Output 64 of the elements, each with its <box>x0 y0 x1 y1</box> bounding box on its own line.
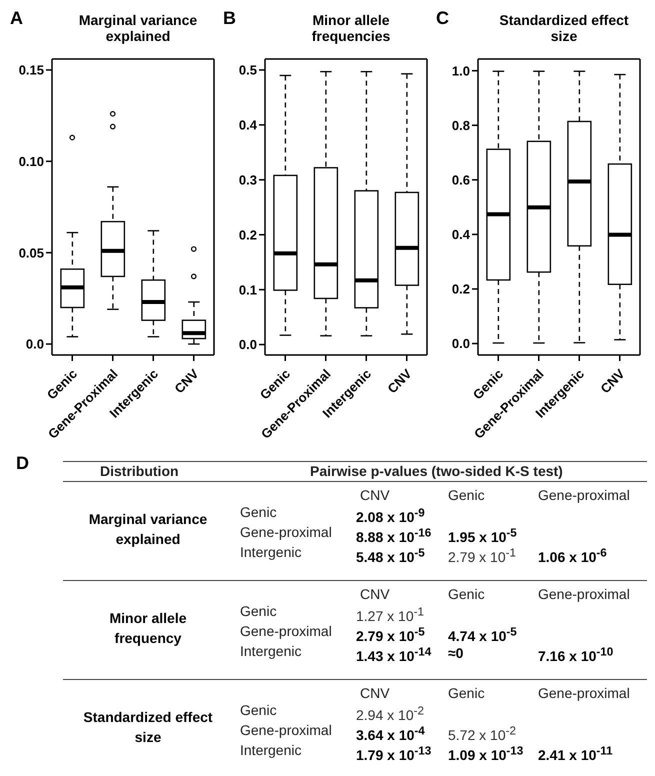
text: Distribution <box>100 463 179 479</box>
chart-title: Marginal variance explained <box>78 12 198 44</box>
y-tick-label: 0.3 <box>238 172 257 188</box>
text: Minor allele frequency <box>108 609 188 648</box>
text: Gene-proximal <box>240 524 332 540</box>
text: 2.94 x 10$^{-2}$ <box>356 704 424 723</box>
text: 4.74 x 10$^{-5}$ <box>448 625 517 644</box>
text: B <box>223 8 236 29</box>
text: 7.16 x 10$^{-10}$ <box>538 645 614 664</box>
text: Genic <box>240 702 277 718</box>
text: 1.95 x 10$^{-5}$ <box>448 526 517 545</box>
text: Gene-proximal <box>240 623 332 639</box>
text: CNV <box>360 586 390 602</box>
text: 5.72 x 10$^{-2}$ <box>448 724 516 743</box>
y-tick-label: 0.8 <box>452 118 470 133</box>
text: Intergenic <box>240 742 302 758</box>
text: CNV <box>360 487 390 503</box>
text: Genic <box>240 504 277 520</box>
text: C <box>436 8 449 29</box>
y-tick-label: 0.5 <box>238 62 257 78</box>
text: 1.27 x 10$^{-1}$ <box>356 605 424 624</box>
text: 5.48 x 10$^{-5}$ <box>356 546 425 565</box>
text: 1.43 x 10$^{-14}$ <box>356 645 432 664</box>
text: 1.06 x 10$^{-6}$ <box>538 546 607 565</box>
text: 1.79 x 10$^{-13}$ <box>356 744 432 763</box>
y-tick-label: 0.10 <box>18 154 44 169</box>
text: A <box>10 8 23 29</box>
y-tick-label: 0.15 <box>18 62 44 78</box>
y-tick-label: 1.0 <box>452 63 470 78</box>
text: 2.41 x 10$^{-11}$ <box>538 744 613 763</box>
text: Genic <box>448 487 485 503</box>
text: 1.09 x 10$^{-13}$ <box>448 744 524 763</box>
y-tick-label: 0.05 <box>18 245 44 260</box>
text: Marginal variance explained <box>88 510 208 549</box>
text: Genic <box>448 586 485 602</box>
text: Gene-proximal <box>538 685 630 701</box>
y-tick-label: 0.0 <box>452 336 470 352</box>
y-tick-label: 0.1 <box>238 282 257 298</box>
text: ≈0 <box>448 645 464 661</box>
text: Gene-proximal <box>538 586 630 602</box>
text: 3.64 x 10$^{-4}$ <box>356 724 425 743</box>
text: Pairwise p-values (two-sided K-S test) <box>310 463 563 479</box>
y-tick-label: 0.2 <box>452 282 470 297</box>
text: D <box>16 453 29 474</box>
text: Genic <box>448 685 485 701</box>
y-tick-label: 0.0 <box>26 336 44 352</box>
text: CNV <box>360 685 390 701</box>
text: Genic <box>240 603 277 619</box>
text: 2.79 x 10$^{-5}$ <box>356 625 425 644</box>
text: 8.88 x 10$^{-16}$ <box>356 526 432 545</box>
y-tick-label: 0.0 <box>238 337 257 352</box>
y-tick-label: 0.4 <box>238 118 258 133</box>
chart-title: Minor allele frequencies <box>310 12 392 44</box>
y-tick-label: 0.4 <box>452 227 471 242</box>
text: Gene-proximal <box>240 722 332 738</box>
text: Intergenic <box>240 544 302 560</box>
y-tick-label: 0.2 <box>238 227 257 242</box>
text: 2.79 x 10$^{-1}$ <box>448 546 516 565</box>
text: 2.08 x 10$^{-9}$ <box>356 506 425 525</box>
chart-title: Standardized effect size <box>499 12 629 44</box>
y-tick-label: 0.6 <box>452 172 470 188</box>
text: Gene-proximal <box>538 487 630 503</box>
text: Intergenic <box>240 643 302 659</box>
text: Standardized effect size <box>83 708 213 747</box>
